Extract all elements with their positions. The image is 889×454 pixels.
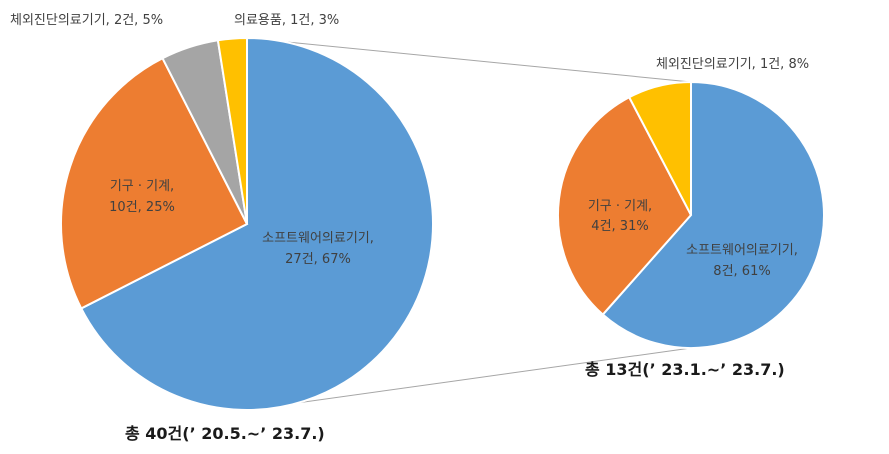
label-device-line1: 기구 · 기계, xyxy=(110,179,174,194)
label-ivd: 체외진단의료기기, 2건, 5% xyxy=(10,13,163,28)
label-device-line2: 10건, 25% xyxy=(109,200,175,215)
label-software-small-line1: 소프트웨어의료기기, xyxy=(686,243,798,258)
connector-lines xyxy=(246,37,692,411)
label-device-small-line1: 기구 · 기계, xyxy=(588,199,652,214)
caption-total: 총 40건(’ 20.5.~’ 23.7.) xyxy=(125,424,325,443)
label-software-small-line2: 8건, 61% xyxy=(713,264,770,279)
connector-line-1 xyxy=(246,347,692,411)
connector-line-0 xyxy=(246,37,692,83)
pie-chart-recent xyxy=(557,80,825,349)
pie-total-slice-3 xyxy=(216,36,248,225)
pie-recent-slice-0 xyxy=(601,80,825,349)
pie-total-slice-0 xyxy=(79,36,434,411)
data-labels: 소프트웨어의료기기, 27건, 67% 기구 · 기계, 10건, 25% 체외… xyxy=(10,13,809,279)
label-ivd-small: 체외진단의료기기, 1건, 8% xyxy=(656,57,809,72)
label-software-line2: 27건, 67% xyxy=(285,252,351,267)
pie-total-slice-1 xyxy=(60,56,249,310)
pie-recent-slice-2 xyxy=(627,80,692,216)
label-device-small-line2: 4건, 31% xyxy=(591,219,648,234)
label-software-line1: 소프트웨어의료기기, xyxy=(262,231,374,246)
label-supplies: 의료용품, 1건, 3% xyxy=(234,13,339,28)
pie-chart-total xyxy=(60,36,434,411)
pie-recent-slice-1 xyxy=(557,95,693,316)
caption-recent: 총 13건(’ 23.1.~’ 23.7.) xyxy=(585,360,785,379)
